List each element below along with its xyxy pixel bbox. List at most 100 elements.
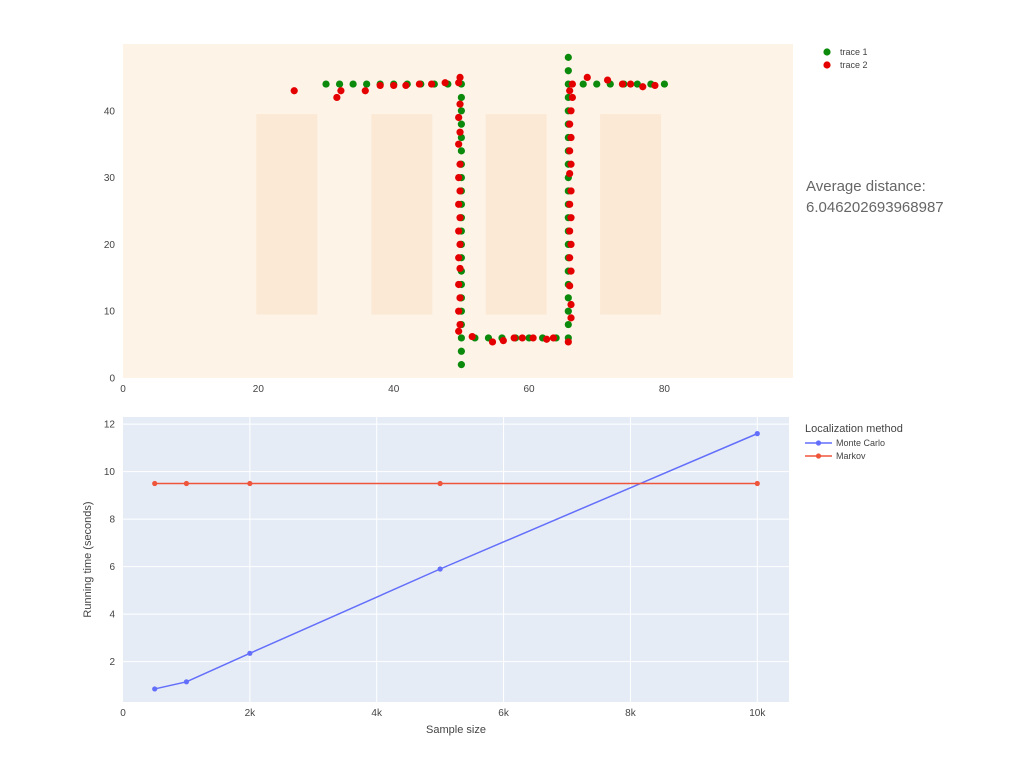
scatter-point [566, 87, 574, 95]
scatter-point [335, 80, 344, 88]
scatter-point [618, 80, 627, 88]
line-point [437, 566, 443, 572]
x-axis-ticks: 0 2k 4k 6k 8k 10k [120, 708, 766, 719]
scatter-point [568, 80, 576, 88]
scatter-point [499, 336, 507, 345]
scatter-point [564, 294, 572, 302]
scatter-point [567, 240, 575, 248]
x-tick-label: 10k [749, 708, 766, 719]
scatter-point [333, 93, 341, 102]
scatter-point [415, 80, 424, 88]
scatter-point [455, 140, 463, 148]
scatter-point [455, 113, 463, 122]
x-tick-label: 4k [371, 708, 383, 719]
average-distance-annotation: Average distance: 6.046202693968987 [806, 176, 1016, 218]
y-tick-label: 4 [109, 610, 115, 621]
scatter-point [510, 334, 518, 342]
scatter-point [428, 80, 436, 88]
scatter-point [639, 83, 647, 91]
y-tick-label: 10 [104, 307, 116, 318]
y-tick-label: 20 [104, 240, 116, 251]
scatter-point [457, 107, 465, 115]
scatter-point [363, 80, 371, 88]
legend-item-monte-carlo[interactable]: Monte Carlo [805, 438, 885, 448]
scatter-point [567, 133, 575, 142]
legend-label: trace 1 [840, 47, 868, 57]
scatter-point [290, 87, 298, 95]
scatter-point [583, 73, 591, 81]
scatter-point [579, 80, 587, 88]
x-tick-label: 8k [625, 708, 637, 719]
scatter-point [457, 347, 465, 355]
legend-label: Monte Carlo [836, 438, 885, 448]
scatter-point [566, 227, 574, 235]
scatter-point [567, 107, 575, 115]
scatter-point [457, 334, 465, 342]
x-tick-label: 40 [388, 384, 400, 395]
line-legend[interactable]: Monte Carlo Markov [805, 438, 885, 461]
x-tick-label: 2k [245, 708, 257, 719]
scatter-point [593, 80, 601, 88]
scatter-point [518, 334, 526, 342]
scatter-point [457, 147, 465, 155]
scatter-point [456, 128, 464, 136]
y-axis-title: Running time (seconds) [82, 501, 94, 617]
scatter-point [564, 53, 572, 61]
series-trace-2 [290, 73, 659, 346]
scatter-point [651, 81, 659, 90]
legend-title: Localization method [805, 423, 903, 435]
line-point [183, 679, 190, 685]
average-distance-value: 6.046202693968987 [806, 199, 944, 216]
legend-item-trace-1[interactable]: trace 1 [823, 47, 868, 57]
scatter-point [564, 320, 572, 329]
y-axis-ticks: 0 10 20 30 40 [104, 106, 116, 384]
line-point [437, 480, 443, 487]
x-axis-title: Sample size [426, 724, 486, 736]
scatter-point [337, 87, 345, 95]
scatter-point [567, 300, 575, 309]
scatter-point [566, 147, 574, 155]
scatter-point [603, 76, 612, 84]
line-point [152, 480, 158, 487]
scatter-point [457, 361, 465, 369]
obstacles [256, 114, 662, 315]
scatter-point [566, 254, 574, 262]
y-tick-label: 12 [104, 420, 116, 431]
line-point [247, 650, 253, 656]
y-tick-label: 0 [109, 374, 115, 385]
x-tick-label: 0 [120, 708, 126, 719]
legend-item-trace-2[interactable]: trace 2 [823, 60, 868, 70]
scatter-legend[interactable]: trace 1 trace 2 [823, 47, 868, 70]
scatter-point [322, 80, 330, 88]
line-point [152, 686, 158, 692]
legend-label: Markov [836, 451, 866, 461]
scatter-point [564, 338, 572, 346]
y-tick-label: 2 [109, 657, 115, 668]
scatter-point [567, 267, 575, 275]
legend-marker [823, 48, 831, 56]
x-tick-label: 80 [659, 384, 671, 395]
series-markov [152, 480, 760, 487]
x-tick-label: 6k [498, 708, 510, 719]
obstacle-4 [600, 114, 662, 315]
scatter-point [456, 264, 464, 273]
x-tick-label: 20 [253, 384, 265, 395]
y-tick-label: 8 [109, 515, 115, 526]
scatter-point [468, 332, 476, 341]
legend-item-markov[interactable]: Markov [805, 451, 866, 461]
scatter-point [633, 80, 641, 88]
scatter-point [456, 187, 464, 195]
obstacle-1 [256, 114, 318, 315]
scatter-point [488, 338, 497, 346]
scatter-point [456, 214, 464, 222]
scatter-point [402, 81, 410, 90]
scatter-point [456, 100, 464, 108]
obstacle-3 [485, 114, 547, 315]
trajectory-scatter-plot: 0 20 40 60 80 0 10 20 30 40 trace 1 trace 2 [104, 44, 868, 395]
scatter-point [455, 327, 463, 335]
scatter-point [455, 200, 463, 208]
scatter-point [543, 335, 551, 343]
plot-background [123, 417, 789, 702]
line-point [183, 480, 190, 487]
scatter-point [456, 320, 464, 329]
